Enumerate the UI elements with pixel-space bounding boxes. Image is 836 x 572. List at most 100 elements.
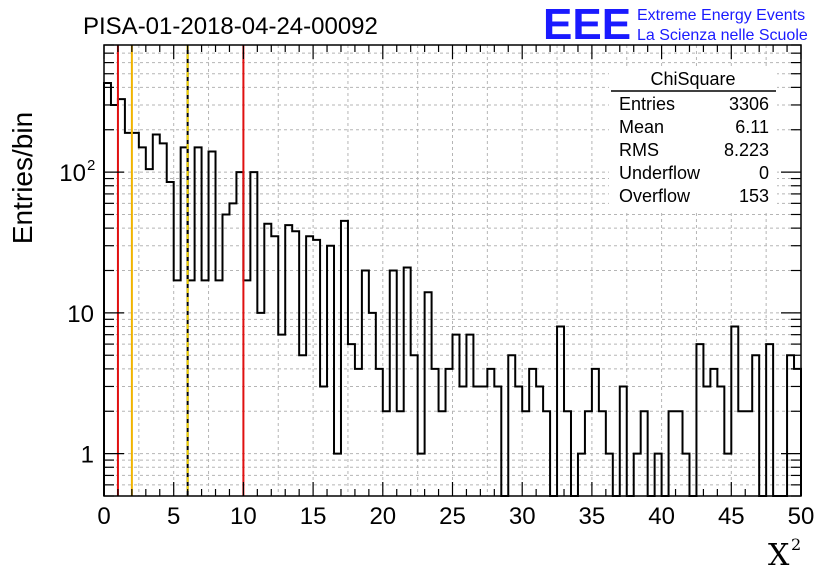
histogram-bin xyxy=(125,133,132,496)
chart-title: PISA-01-2018-04-24-00092 xyxy=(83,13,378,40)
histogram-bin xyxy=(418,454,425,496)
histogram-bin xyxy=(243,280,250,496)
histogram-bin xyxy=(731,327,738,496)
histogram-bin xyxy=(320,386,327,496)
histogram-bin xyxy=(404,268,411,496)
x-tick-label: 10 xyxy=(230,503,257,530)
stats-row-value: 6.11 xyxy=(735,117,769,137)
histogram-bin xyxy=(717,386,724,496)
stats-row-value: 0 xyxy=(759,163,769,183)
histogram-bin xyxy=(508,355,515,496)
histogram-bin xyxy=(271,236,278,496)
histogram-bin xyxy=(724,454,731,496)
logo-line-2: La Scienza nelle Scuole xyxy=(637,27,808,44)
histogram-bin xyxy=(745,411,752,496)
histogram-bin xyxy=(341,221,348,496)
histogram-bin xyxy=(222,214,229,496)
histogram-bin xyxy=(348,344,355,496)
histogram-bin xyxy=(411,355,418,496)
stats-row-label: Entries xyxy=(619,94,675,114)
stats-row-label: RMS xyxy=(619,140,659,160)
histogram-bin xyxy=(167,182,174,496)
histogram-bin xyxy=(355,369,362,496)
histogram-bin xyxy=(397,411,404,496)
eee-logo-mark: EEE xyxy=(543,0,631,49)
histogram-bin xyxy=(655,454,662,496)
stats-row-label: Underflow xyxy=(619,163,701,183)
histogram-bin xyxy=(299,355,306,496)
histogram-bin xyxy=(174,280,181,496)
x-tick-label: 30 xyxy=(509,503,536,530)
histogram-bin xyxy=(153,135,160,496)
reference-lines xyxy=(116,45,245,496)
histogram-bin xyxy=(104,83,111,496)
histogram-bin xyxy=(606,454,613,496)
histogram-bin xyxy=(634,454,641,496)
x-tick-label: 5 xyxy=(167,503,180,530)
histogram-bin xyxy=(466,335,473,496)
histogram-bin xyxy=(439,411,446,496)
x-tick-label: 25 xyxy=(439,503,466,530)
histogram-bin xyxy=(494,386,501,496)
histogram-bin xyxy=(139,147,146,496)
histogram-bin xyxy=(118,99,125,496)
histogram-bin xyxy=(327,246,334,496)
y-tick-label: 1 xyxy=(81,442,94,469)
histogram-bin xyxy=(564,411,571,496)
histogram-bin xyxy=(229,203,236,496)
histogram-bin xyxy=(669,411,676,496)
eee-logo: EEE Extreme Energy Events La Scienza nel… xyxy=(543,0,808,49)
histogram-bin xyxy=(362,271,369,497)
histogram-bin xyxy=(236,172,243,496)
histogram-bin xyxy=(487,369,494,496)
histogram-bin xyxy=(585,411,592,496)
stats-box-background xyxy=(609,66,777,210)
histogram-bin xyxy=(181,147,188,496)
histogram-bin xyxy=(425,292,432,496)
stats-box-rows: Entries 3306 Mean 6.11 RMS 8.223 Underflow 0 Ove… xyxy=(619,94,769,206)
histogram-bin xyxy=(543,411,550,496)
histogram-bin xyxy=(313,240,320,496)
stats-row-value: 3306 xyxy=(729,94,769,114)
histogram-bin xyxy=(390,271,397,497)
logo-line-1: Extreme Energy Events xyxy=(637,7,805,24)
histogram-bin xyxy=(676,411,683,496)
histogram-bin xyxy=(202,280,209,496)
histogram-bin xyxy=(306,236,313,496)
histogram-bin xyxy=(703,386,710,496)
x-tick-label: 35 xyxy=(579,503,606,530)
histogram-bin xyxy=(453,335,460,496)
histogram-bin xyxy=(578,454,585,496)
x-tick-label: 45 xyxy=(718,503,745,530)
histogram-bin xyxy=(132,133,139,496)
histogram-bin xyxy=(369,313,376,496)
histogram-bin xyxy=(292,231,299,496)
histogram-bin xyxy=(641,411,648,496)
histogram-bin xyxy=(738,411,745,496)
histogram-bin xyxy=(557,327,564,496)
stats-row-value: 8.223 xyxy=(724,140,769,160)
x-axis-label: X 2 xyxy=(768,535,801,572)
histogram-bin xyxy=(696,344,703,496)
y-tick-label-exponent: 2 xyxy=(87,157,95,174)
histogram-bin xyxy=(383,411,390,496)
stats-row-value: 153 xyxy=(739,186,769,206)
histogram-bin xyxy=(111,105,118,496)
histogram-bin xyxy=(216,280,223,496)
histogram-bin xyxy=(620,386,627,496)
histogram-bin xyxy=(209,152,216,496)
histogram-bin xyxy=(599,411,606,496)
y-axis-label: Entries/bin xyxy=(7,112,38,244)
y-tick-label: 10 xyxy=(59,160,86,187)
histogram-bin xyxy=(752,355,759,496)
x-axis-label-base: X xyxy=(768,538,790,572)
histogram-bars xyxy=(103,81,802,497)
histogram-bin xyxy=(710,369,717,496)
y-tick-label: 10 xyxy=(67,301,94,328)
histogram-bin xyxy=(432,369,439,496)
stats-box-title: ChiSquare xyxy=(650,69,735,89)
histogram-bin xyxy=(529,369,536,496)
x-tick-label: 20 xyxy=(369,503,396,530)
histogram-bin xyxy=(195,147,202,496)
histogram-bin xyxy=(522,411,529,496)
